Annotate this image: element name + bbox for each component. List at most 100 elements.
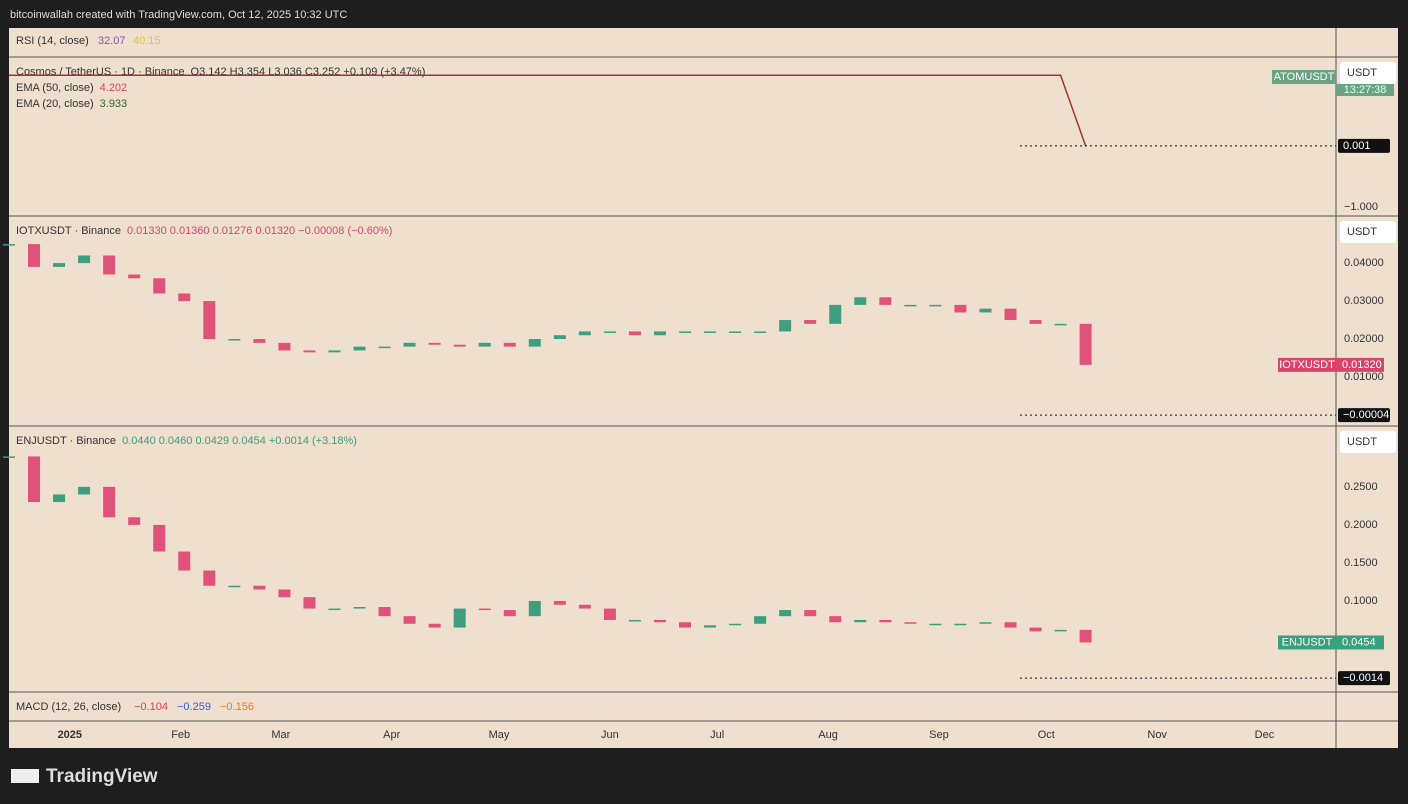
candle <box>303 350 316 353</box>
separators <box>9 28 1398 748</box>
candle <box>28 244 41 267</box>
candle <box>103 255 116 275</box>
rsi-value: 32.07 <box>98 35 126 47</box>
candle <box>1054 323 1067 326</box>
candle <box>328 350 341 353</box>
candle <box>779 320 792 332</box>
x-tick-label: Feb <box>171 729 190 741</box>
candle <box>979 308 992 313</box>
candle <box>428 623 441 628</box>
candle <box>854 619 867 623</box>
candle <box>704 625 717 628</box>
candle <box>829 616 842 623</box>
last-price-badge <box>1336 635 1384 650</box>
candle <box>553 600 566 605</box>
candle <box>729 623 742 626</box>
chart-area <box>9 28 1398 748</box>
candle <box>804 610 817 617</box>
candle <box>53 494 66 503</box>
candle <box>53 263 66 267</box>
candle <box>754 331 767 333</box>
y-tick-label: 0.04000 <box>1344 257 1384 269</box>
candle <box>628 331 641 336</box>
candle <box>578 331 591 336</box>
candle <box>779 610 792 617</box>
low-badge <box>1338 138 1390 153</box>
candle <box>128 517 141 525</box>
candle <box>954 304 967 313</box>
x-tick-label: Oct <box>1038 729 1055 741</box>
candle <box>203 301 216 340</box>
candle <box>1029 320 1042 324</box>
x-tick-label: Nov <box>1147 729 1167 741</box>
candle <box>603 331 616 333</box>
candle <box>178 551 191 571</box>
candle <box>704 331 717 333</box>
series-title: Cosmos / TetherUS · 1D · Binance <box>16 66 185 78</box>
candle <box>228 585 241 588</box>
low-label: −0.00004 <box>1343 409 1389 421</box>
low-label: −0.0014 <box>1343 672 1383 684</box>
logo <box>11 769 39 783</box>
candle <box>628 619 641 622</box>
candle <box>3 456 15 458</box>
rsi-value: 40.15 <box>133 35 161 47</box>
x-tick-label: 2025 <box>58 729 82 741</box>
symbol-badge <box>1278 635 1336 650</box>
candle <box>679 331 692 333</box>
currency-button[interactable] <box>1340 431 1396 453</box>
candle <box>3 244 15 246</box>
candle <box>353 346 366 351</box>
candle <box>453 608 466 628</box>
symbol-badge <box>1278 357 1336 372</box>
symbol: ATOMUSDT <box>1274 71 1335 83</box>
candle <box>1029 627 1042 632</box>
candle <box>228 339 241 341</box>
candle <box>754 616 767 624</box>
x-tick-label: Dec <box>1255 729 1275 741</box>
candle <box>378 346 391 349</box>
candle <box>503 342 516 347</box>
candle <box>328 608 341 611</box>
macd-label: MACD (12, 26, close) <box>16 701 121 713</box>
y-tick-label: 0.1000 <box>1344 595 1378 607</box>
macd-value: −0.104 <box>134 701 168 713</box>
candle <box>478 342 491 347</box>
footer-logo: TradingView <box>46 766 158 787</box>
low-label: 0.001 <box>1343 140 1371 152</box>
ohlc: 0.0440 0.0460 0.0429 0.0454 +0.0014 (+3.… <box>122 435 357 447</box>
macd-value: −0.156 <box>220 701 254 713</box>
candle <box>28 456 41 503</box>
candle <box>1079 323 1092 365</box>
x-tick-label: Mar <box>271 729 290 741</box>
candle <box>378 607 391 617</box>
header: bitcoinwallah created with TradingView.c… <box>10 9 347 21</box>
candle <box>578 604 591 609</box>
symbol: ENJUSDT <box>1282 636 1333 648</box>
candle <box>954 623 967 626</box>
candle <box>403 342 416 347</box>
candle <box>653 619 666 623</box>
y-tick-label: 0.01000 <box>1344 371 1384 383</box>
candle <box>929 304 942 307</box>
candle <box>303 597 316 609</box>
x-tick-label: Apr <box>383 729 400 741</box>
currency-button[interactable] <box>1340 221 1396 243</box>
currency-button[interactable] <box>1340 62 1396 84</box>
candle <box>929 623 942 626</box>
candle <box>879 297 892 305</box>
last-price: 0.0454 <box>1342 636 1376 648</box>
candle <box>1004 308 1017 321</box>
candle <box>553 335 566 340</box>
candle <box>128 274 141 279</box>
low-badge <box>1338 408 1390 423</box>
ohlc: O3.142 H3.354 L3.036 C3.252 +0.109 (+3.4… <box>191 66 426 78</box>
x-tick-label: Jun <box>601 729 619 741</box>
y-tick-label: 0.2500 <box>1344 481 1378 493</box>
symbol-badge <box>1272 70 1336 84</box>
candle <box>203 570 216 586</box>
candle <box>729 331 742 333</box>
candle <box>503 610 516 617</box>
timer-badge <box>1336 84 1394 96</box>
